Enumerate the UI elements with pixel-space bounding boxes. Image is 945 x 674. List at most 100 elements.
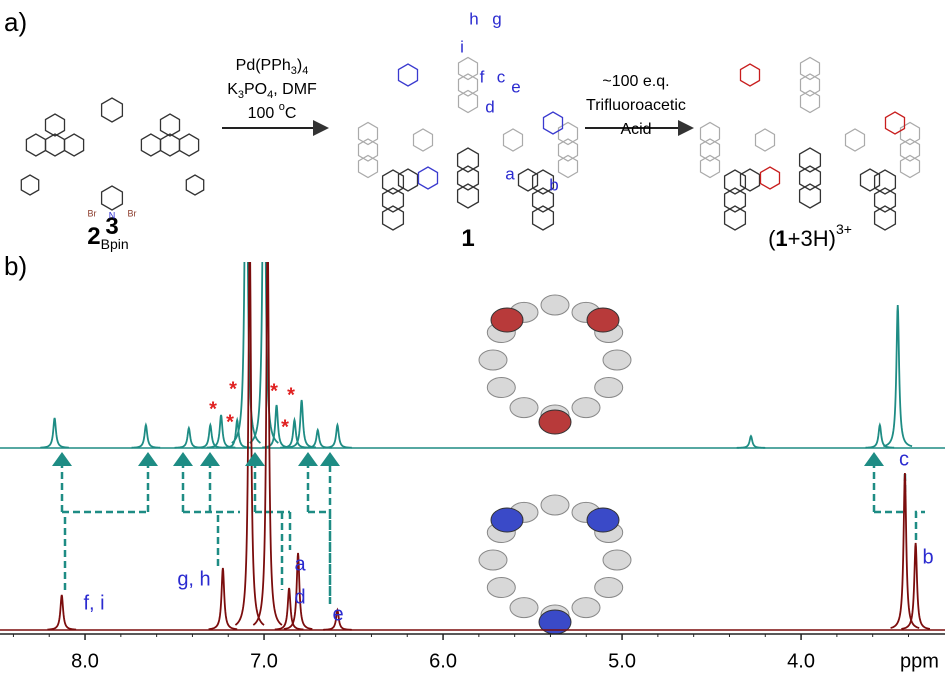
nmr-peak bbox=[208, 567, 238, 631]
atom-label: Br bbox=[88, 208, 97, 218]
condition-text: K bbox=[227, 81, 238, 98]
ring bbox=[531, 187, 555, 213]
ring bbox=[531, 169, 555, 195]
proton-label: b bbox=[549, 175, 558, 194]
nmr-peak bbox=[131, 422, 161, 449]
x-tick-label: 6.0 bbox=[429, 650, 457, 672]
ring bbox=[859, 168, 881, 192]
ring bbox=[557, 154, 579, 179]
ring bbox=[798, 147, 822, 173]
assignment-connectors bbox=[60, 466, 925, 604]
structures bbox=[20, 56, 921, 635]
ring bbox=[754, 128, 776, 152]
nmr-peak bbox=[890, 472, 920, 629]
model-ring bbox=[594, 377, 624, 398]
ring bbox=[844, 128, 866, 152]
proton-label: h bbox=[469, 9, 478, 28]
compound-part: 1 bbox=[775, 226, 787, 251]
ring bbox=[159, 133, 181, 157]
ring bbox=[457, 56, 479, 81]
ring bbox=[799, 73, 821, 97]
ring bbox=[44, 113, 66, 137]
ring bbox=[723, 169, 747, 195]
model-ring bbox=[571, 397, 601, 419]
impurity-mark: * bbox=[270, 380, 278, 402]
nmr-peak bbox=[195, 422, 225, 449]
peak-label: g, h bbox=[177, 568, 210, 590]
condition-line: Pd(PPh3)4 bbox=[236, 57, 309, 77]
model-pyridine bbox=[538, 409, 572, 435]
condition-text: C bbox=[285, 105, 297, 122]
compound-label: (1+3H)3+ bbox=[768, 221, 852, 251]
ring bbox=[456, 183, 480, 209]
assignment-arrow bbox=[320, 452, 340, 466]
ring bbox=[759, 166, 781, 190]
peak-label: a bbox=[294, 553, 306, 575]
nmr-peak bbox=[865, 422, 895, 449]
ring bbox=[63, 133, 85, 157]
compound-label: 3 bbox=[105, 213, 118, 240]
condition-text: , DMF bbox=[273, 81, 317, 98]
nmr-peak bbox=[222, 416, 252, 449]
nmr-peak bbox=[283, 552, 313, 630]
condition-script: 3 bbox=[238, 89, 244, 101]
condition-text: 100 bbox=[248, 105, 279, 122]
compound-number: 2 bbox=[87, 223, 100, 250]
assignment-arrow bbox=[864, 452, 884, 466]
model-pyridine bbox=[586, 307, 620, 333]
nmr-peak bbox=[252, 262, 283, 626]
model-ring bbox=[602, 549, 632, 571]
condition-text: Trifluoroacetic bbox=[586, 97, 686, 114]
ring bbox=[873, 169, 897, 195]
model-ring bbox=[594, 577, 624, 598]
condition-line: ~100 e.q. bbox=[602, 73, 669, 90]
model-ring bbox=[571, 597, 601, 619]
ring bbox=[357, 121, 379, 146]
condition-script: 3 bbox=[291, 65, 297, 77]
nmr-peak bbox=[40, 417, 69, 449]
peak-label: b bbox=[922, 546, 933, 568]
nmr-peak bbox=[234, 262, 265, 626]
model-pyridine bbox=[490, 307, 524, 333]
compound-part: +3H) bbox=[788, 226, 836, 251]
compound-part: ( bbox=[768, 226, 776, 251]
model-ring bbox=[540, 294, 570, 316]
assignment-arrow bbox=[173, 452, 193, 466]
ring bbox=[159, 113, 181, 137]
condition-script: 4 bbox=[267, 89, 273, 101]
spectra bbox=[0, 262, 945, 631]
ring bbox=[456, 147, 480, 173]
model-ring bbox=[509, 597, 539, 619]
nmr-peak bbox=[47, 594, 77, 631]
compound-subscript: Bpin bbox=[101, 236, 129, 252]
ring bbox=[381, 205, 405, 231]
proton-label: e bbox=[511, 77, 520, 96]
ring bbox=[531, 205, 555, 231]
model-pyridine bbox=[586, 507, 620, 533]
ring bbox=[739, 63, 761, 87]
model-ring bbox=[478, 349, 508, 371]
compound-label: 2Bpin bbox=[87, 223, 128, 251]
x-tick-label: 4.0 bbox=[787, 650, 815, 672]
atom-label: Br bbox=[128, 208, 137, 218]
proton-label: d bbox=[485, 97, 494, 116]
panel-label: a) bbox=[4, 7, 27, 37]
impurity-mark: * bbox=[209, 398, 217, 420]
condition-text: ~100 e.q. bbox=[602, 73, 669, 90]
inset-model bbox=[478, 294, 632, 435]
x-tick-label: 5.0 bbox=[608, 650, 636, 672]
ring bbox=[457, 73, 479, 97]
ring bbox=[542, 111, 564, 135]
ring bbox=[25, 133, 47, 157]
condition-line: 100 oC bbox=[248, 101, 297, 122]
ring bbox=[884, 111, 906, 135]
ring bbox=[457, 89, 479, 114]
ring bbox=[799, 89, 821, 114]
condition-line: K3PO4, DMF bbox=[227, 81, 317, 101]
proton-label: f bbox=[480, 67, 485, 86]
model-ring bbox=[486, 377, 516, 398]
ring bbox=[397, 168, 419, 192]
ring bbox=[517, 168, 539, 192]
